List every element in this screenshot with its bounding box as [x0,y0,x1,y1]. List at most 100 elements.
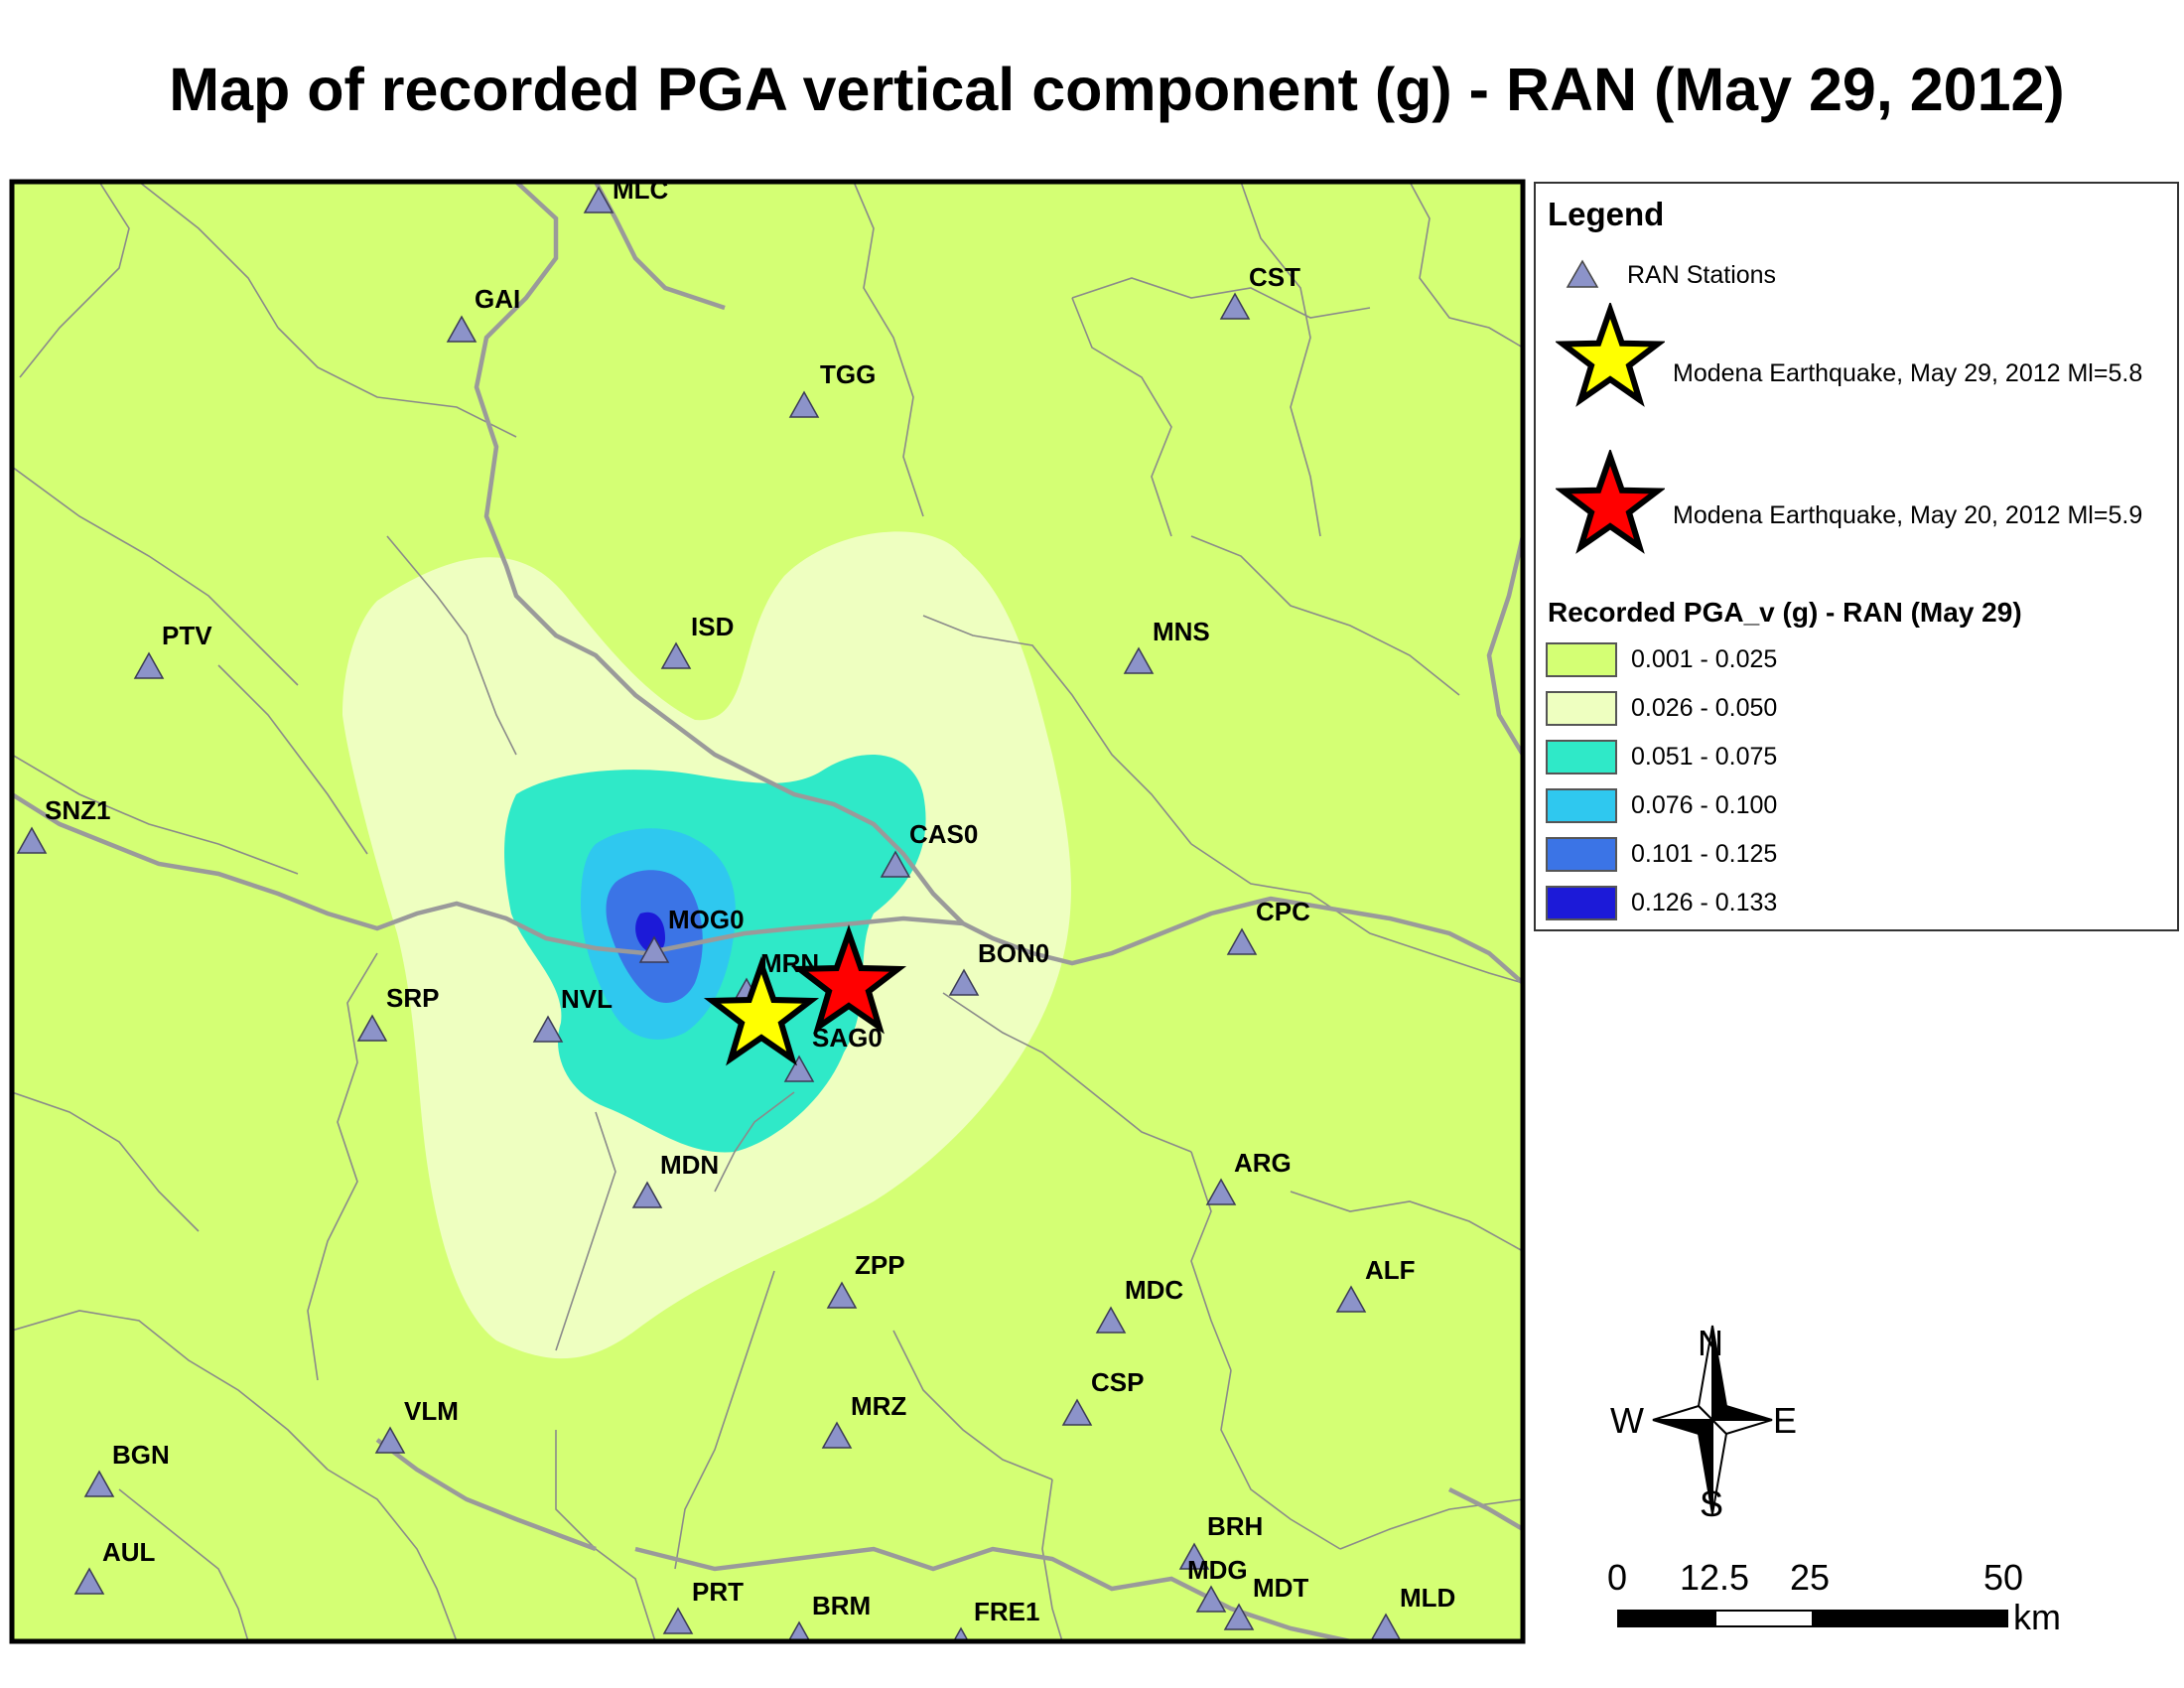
legend-station-symbol [1566,259,1599,288]
scale-tick-50: 50 [1983,1557,2024,1598]
legend-class-label-2: 0.026 - 0.050 [1631,694,1778,722]
station-label-snz1: SNZ1 [45,795,110,825]
station-label-mlc: MLC [613,175,669,205]
station-label-mdn: MDN [660,1150,719,1180]
station-label-gai: GAI [475,284,520,314]
station-label-alf: ALF [1365,1255,1416,1285]
station-label-vlm: VLM [404,1396,459,1426]
station-marker-arg [1205,1178,1237,1205]
station-marker-snz1 [16,826,48,854]
station-label-brh: BRH [1207,1511,1263,1541]
legend-class-label-1: 0.001 - 0.025 [1631,645,1778,673]
map-frame [9,179,1526,1644]
legend-eq-may20-label: Modena Earthquake, May 20, 2012 Ml=5.9 [1673,501,2143,529]
legend-swatch-5 [1546,837,1617,872]
station-label-mog0: MOG0 [668,905,745,934]
station-marker-mns [1123,646,1155,674]
station-label-arg: ARG [1234,1148,1292,1178]
legend-class-label-4: 0.076 - 0.100 [1631,791,1778,819]
map-title: Map of recorded PGA vertical component (… [169,56,2065,123]
compass-e-label: E [1773,1400,1798,1441]
scale-bar-seg-3 [1812,1610,2008,1627]
legend-eq-may29-label: Modena Earthquake, May 29, 2012 Ml=5.8 [1673,359,2143,387]
legend-heading: Legend [1548,196,1665,232]
station-marker-prt [662,1607,694,1634]
station-label-layer: MLC GAI CST TGG PTV ISD MNS SNZ1 CAS0 CPC MOG0 BON0… [45,175,1455,1626]
epicenter-may29-star [703,955,820,1066]
legend-class-label-6: 0.126 - 0.133 [1631,889,1778,916]
station-label-isd: ISD [691,612,734,641]
scale-bar-seg-2 [1714,1610,1814,1627]
legend-swatch-1 [1546,642,1617,677]
station-label-tgg: TGG [820,359,876,389]
legend-swatch-3 [1546,740,1617,774]
legend-pga-heading: Recorded PGA_v (g) - RAN (May 29) [1548,597,2022,628]
station-label-mrz: MRZ [851,1391,906,1421]
station-marker-mdt [1223,1603,1255,1630]
station-label-aul: AUL [102,1537,156,1567]
station-label-fre1: FRE1 [974,1597,1039,1626]
station-marker-mdc [1095,1306,1127,1334]
station-marker-mdn [631,1181,663,1208]
legend-stations-label: RAN Stations [1627,261,1777,289]
station-label-cst: CST [1249,262,1300,292]
station-label-mdg: MDG [1187,1555,1248,1585]
compass-rose [1652,1325,1773,1515]
legend-eq-may29-symbol [1556,303,1665,407]
station-marker-aul [73,1567,105,1595]
station-label-cpc: CPC [1256,897,1310,926]
station-marker-sag0 [783,1055,815,1082]
epicenter-layer [703,923,907,1066]
station-marker-mdg [1195,1585,1227,1613]
legend-class-label-5: 0.101 - 0.125 [1631,840,1778,868]
compass-east-point-dark [1709,1404,1773,1421]
station-label-mdc: MDC [1125,1275,1183,1305]
station-marker-zpp [826,1281,858,1309]
station-marker-csp [1061,1398,1093,1426]
legend-swatch-6 [1546,886,1617,920]
compass-w-label: W [1610,1400,1644,1441]
station-marker-vlm [374,1426,406,1454]
station-marker-ptv [133,651,165,679]
station-marker-bon0 [948,968,980,996]
station-marker-cst [1219,292,1251,320]
station-marker-mrz [821,1421,853,1449]
station-label-sag0: SAG0 [812,1023,883,1053]
municipal-boundaries [12,182,1523,1641]
station-marker-isd [660,641,692,669]
station-marker-brh [1178,1542,1210,1570]
compass-west-point-dark [1652,1419,1715,1436]
scale-bar-seg-1 [1617,1610,1716,1627]
station-label-cas0: CAS0 [909,819,978,849]
station-marker-tgg [788,390,820,418]
station-label-nvl: NVL [561,984,613,1014]
station-marker-bgn [83,1470,115,1497]
station-label-prt: PRT [692,1577,744,1607]
compass-n-label: N [1698,1323,1723,1363]
station-label-mld: MLD [1400,1583,1455,1613]
station-marker-mog0 [638,935,670,963]
legend-box: Legend RAN Stations Modena Earthquake, M… [1534,182,2179,931]
station-label-srp: SRP [386,983,439,1013]
legend-swatch-4 [1546,788,1617,823]
scale-tick-0: 0 [1607,1557,1628,1598]
station-label-mns: MNS [1153,617,1210,646]
station-label-mdt: MDT [1253,1573,1308,1603]
station-label-bon0: BON0 [978,938,1049,968]
station-marker-gai [446,315,478,343]
scale-bar [1617,1610,2008,1627]
legend-swatch-2 [1546,691,1617,726]
compass-s-label: S [1700,1483,1724,1524]
station-marker-alf [1335,1285,1367,1313]
station-marker-nvl [532,1015,564,1043]
epicenter-may20-star [790,923,907,1035]
scale-unit: km [2013,1597,2061,1637]
legend-eq-may20-symbol [1556,450,1665,554]
legend-class-label-3: 0.051 - 0.075 [1631,743,1778,771]
scale-tick-25: 25 [1790,1557,1831,1598]
station-marker-mlc [583,186,614,213]
station-label-zpp: ZPP [855,1250,905,1280]
station-label-brm: BRM [812,1591,871,1620]
station-marker-srp [356,1014,388,1042]
